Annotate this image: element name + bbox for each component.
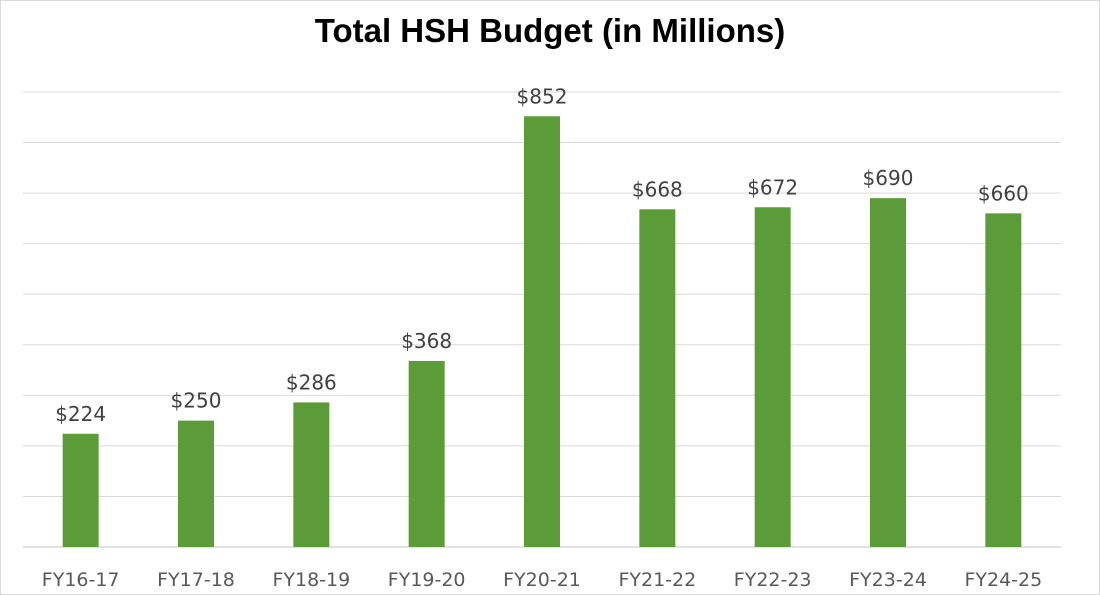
x-tick-label: FY18-19: [272, 569, 350, 591]
bar-fy20-21: [524, 116, 560, 548]
data-label: $690: [863, 166, 914, 190]
x-tick-label: FY19-20: [388, 569, 466, 591]
data-label: $368: [401, 329, 452, 353]
data-label: $852: [517, 84, 568, 108]
bar-fy24-25: [985, 213, 1022, 548]
x-tick-label: FY20-21: [503, 569, 581, 591]
x-axis-tick-labels: FY16-17 FY17-18 FY18-19 FY19-20 FY20-21 FY21-…: [42, 569, 1042, 591]
chart-title: Total HSH Budget (in Millions): [314, 12, 786, 49]
data-label: $672: [747, 175, 798, 199]
data-label: $286: [286, 370, 337, 394]
x-tick-label: FY24-25: [964, 569, 1042, 591]
bar-fy22-23: [754, 207, 791, 547]
x-tick-label: FY22-23: [734, 569, 812, 591]
data-label: $224: [55, 402, 106, 426]
x-tick-label: FY21-22: [618, 569, 696, 591]
bar-fy16-17: [62, 433, 99, 547]
data-label: $668: [632, 177, 683, 201]
bar-fy21-22: [639, 209, 676, 548]
x-tick-label: FY23-24: [849, 569, 927, 591]
bar-fy23-24: [870, 198, 906, 547]
x-tick-label: FY17-18: [157, 569, 235, 591]
data-label: $660: [978, 181, 1029, 205]
data-labels: $224 $250 $286 $368 $852 $668 $672 $690 $660: [55, 84, 1029, 425]
data-label: $250: [171, 389, 222, 413]
bar-fy19-20: [408, 360, 445, 547]
x-tick-label: FY16-17: [42, 569, 120, 591]
bar-fy17-18: [178, 420, 214, 547]
bar-fy18-19: [293, 402, 330, 547]
bars: [62, 116, 1022, 548]
